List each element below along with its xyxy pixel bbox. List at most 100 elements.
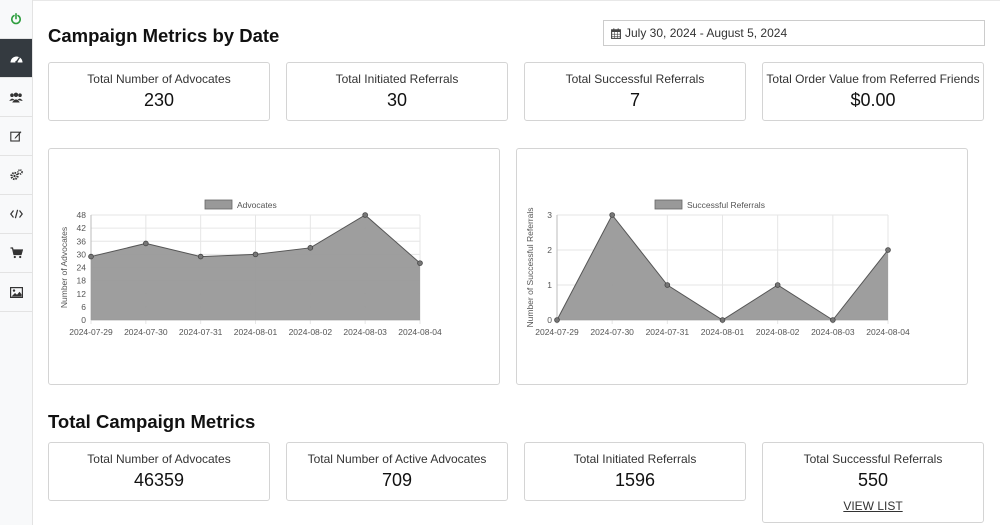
stat-label: Total Number of Active Advocates <box>307 452 487 466</box>
data-point <box>197 253 204 260</box>
stat-label: Total Order Value from Referred Friends <box>766 72 980 86</box>
data-point <box>609 212 615 218</box>
stat-value: 230 <box>143 90 175 110</box>
data-point <box>417 260 423 266</box>
section-title-total-metrics: Total Campaign Metrics <box>48 411 256 432</box>
stat-label: Total Initiated Referrals <box>335 72 459 86</box>
x-tick-label: 2024-08-01 <box>701 327 745 337</box>
stat-value: $0.00 <box>850 90 896 110</box>
series-area <box>557 215 888 320</box>
data-point <box>362 212 368 218</box>
legend-swatch <box>654 199 683 210</box>
x-tick-label: 2024-08-03 <box>343 327 387 337</box>
stat-value: 1596 <box>614 470 656 490</box>
y-tick-label: 48 <box>77 210 87 220</box>
dashboard-icon <box>10 56 22 63</box>
stat-label: Total Number of Advocates <box>87 452 231 466</box>
power-icon <box>11 13 21 25</box>
sidebar-item-power[interactable] <box>0 0 32 39</box>
y-tick-label: 3 <box>547 210 552 220</box>
x-tick-label: 2024-07-30 <box>590 327 634 337</box>
y-tick-label: 2 <box>547 245 552 255</box>
data-point <box>885 247 891 253</box>
view-list-link[interactable]: VIEW LIST <box>843 499 903 513</box>
x-tick-label: 2024-07-31 <box>646 327 690 337</box>
stat-card-successful-referrals: Total Successful Referrals 7 <box>524 62 746 121</box>
y-tick-label: 6 <box>81 302 86 312</box>
stat-value: 46359 <box>133 470 185 490</box>
x-tick-label: 2024-07-29 <box>535 327 579 337</box>
data-point <box>830 317 836 323</box>
y-tick-label: 36 <box>77 236 87 246</box>
y-tick-label: 0 <box>81 315 86 325</box>
sidebar-item-edit[interactable] <box>0 117 32 156</box>
y-tick-label: 24 <box>77 263 87 273</box>
date-range-picker[interactable]: July 30, 2024 - August 5, 2024 <box>603 20 985 46</box>
date-range-value: July 30, 2024 - August 5, 2024 <box>625 26 788 40</box>
sidebar-item-dashboard[interactable] <box>0 39 32 78</box>
users-icon <box>9 92 23 102</box>
data-point <box>664 282 671 288</box>
y-tick-label: 0 <box>547 315 552 325</box>
advocates-chart: 0 6 12 18 24 30 36 42 48 2024-07-29 2024-07-30 2024… <box>59 199 442 337</box>
x-tick-label: 2024-08-02 <box>289 327 333 337</box>
x-tick-label: 2024-08-03 <box>811 327 855 337</box>
stat-value: 7 <box>629 90 640 110</box>
x-tick-label: 2024-07-29 <box>69 327 113 337</box>
y-tick-label: 12 <box>77 289 87 299</box>
data-point <box>554 317 560 323</box>
x-tick-label: 2024-08-01 <box>234 327 278 337</box>
stat-label: Total Successful Referrals <box>803 452 943 466</box>
stat-value: 709 <box>381 470 413 490</box>
data-point <box>88 253 94 260</box>
stat-card-initiated-referrals: Total Initiated Referrals 30 <box>286 62 508 121</box>
stat-value: 550 <box>857 470 889 490</box>
cart-icon <box>10 247 23 259</box>
stat-value: 30 <box>386 90 408 110</box>
y-tick-label: 30 <box>77 249 87 259</box>
y-axis-title: Number of Successful Referrals <box>525 208 535 328</box>
series-area <box>91 215 420 320</box>
total-card-successful-referrals: Total Successful Referrals 550 VIEW LIST <box>762 442 984 523</box>
total-card-advocates: Total Number of Advocates 46359 <box>48 442 270 501</box>
sidebar-item-images[interactable] <box>0 273 32 312</box>
x-tick-label: 2024-07-30 <box>124 327 168 337</box>
cogs-icon <box>9 169 23 181</box>
stat-label: Total Successful Referrals <box>565 72 705 86</box>
data-point <box>774 282 781 288</box>
sidebar <box>0 0 33 525</box>
data-point <box>719 317 726 323</box>
calendar-icon <box>611 27 621 39</box>
y-tick-label: 1 <box>547 280 552 290</box>
stat-label: Total Number of Advocates <box>87 72 231 86</box>
main-content: Campaign Metrics by Date July 30, 2024 -… <box>33 0 1000 525</box>
stat-card-order-value: Total Order Value from Referred Friends … <box>762 62 984 121</box>
x-tick-label: 2024-08-04 <box>866 327 910 337</box>
sidebar-item-users[interactable] <box>0 78 32 117</box>
total-card-active-advocates: Total Number of Active Advocates 709 <box>286 442 508 501</box>
x-tick-label: 2024-08-02 <box>756 327 800 337</box>
y-tick-label: 42 <box>77 223 87 233</box>
sidebar-item-code[interactable] <box>0 195 32 234</box>
code-icon <box>9 209 23 219</box>
data-point <box>252 251 259 258</box>
successful-referrals-chart-card: 0 1 2 3 2024-07-29 2024-07-30 2024-07-31 2024-0… <box>516 148 968 385</box>
image-icon <box>9 286 23 298</box>
sidebar-item-cart[interactable] <box>0 234 32 273</box>
data-point <box>143 240 149 247</box>
x-tick-label: 2024-07-31 <box>179 327 223 337</box>
sidebar-item-settings[interactable] <box>0 156 32 195</box>
legend-swatch <box>204 199 233 210</box>
total-card-initiated-referrals: Total Initiated Referrals 1596 <box>524 442 746 501</box>
x-tick-label: 2024-08-04 <box>398 327 442 337</box>
y-axis-title: Number of Advocates <box>59 227 69 308</box>
stat-card-advocates: Total Number of Advocates 230 <box>48 62 270 121</box>
y-tick-label: 18 <box>77 276 87 286</box>
successful-referrals-chart: 0 1 2 3 2024-07-29 2024-07-30 2024-07-31 2024-0… <box>525 199 910 337</box>
page-title: Campaign Metrics by Date <box>48 25 280 46</box>
edit-icon <box>10 131 22 142</box>
stat-label: Total Initiated Referrals <box>573 452 697 466</box>
data-point <box>307 245 314 251</box>
legend-label: Advocates <box>237 200 277 210</box>
legend-label: Successful Referrals <box>687 200 765 210</box>
